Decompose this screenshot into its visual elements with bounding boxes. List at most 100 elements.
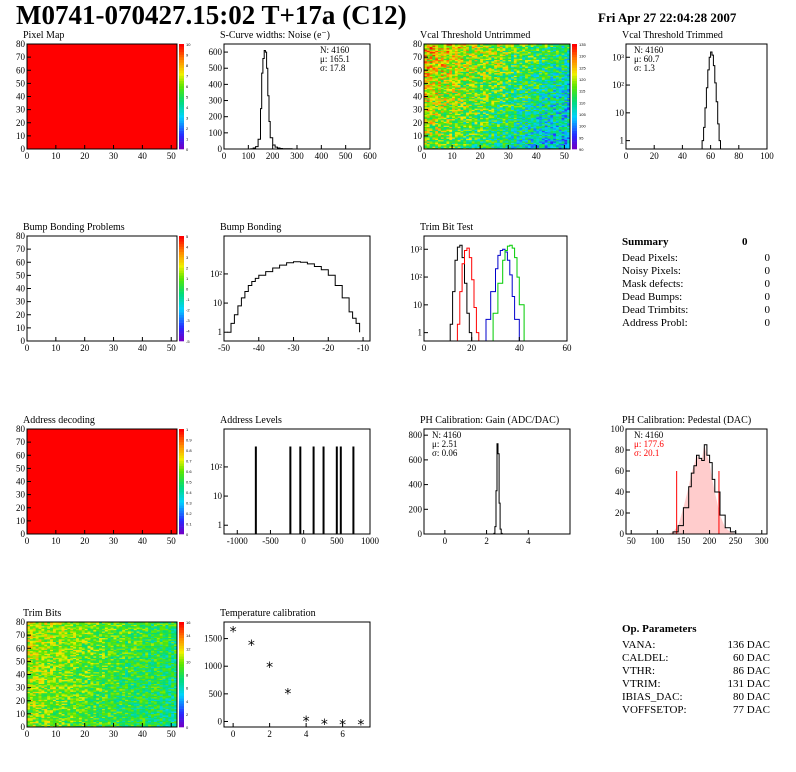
heatmap-cell: [32, 703, 36, 705]
heatmap-cell: [463, 104, 467, 106]
colorbar-tick-label: 90: [579, 147, 584, 152]
heatmap-cell: [471, 79, 475, 82]
heatmap-cell: [474, 147, 478, 150]
heatmap-cell: [463, 101, 467, 104]
heatmap-cell: [567, 99, 571, 101]
heatmap-cell: [485, 143, 489, 146]
heatmap-cell: [550, 62, 554, 64]
heatmap-cell: [544, 65, 548, 67]
heatmap-cell: [460, 108, 464, 110]
heatmap-cell: [497, 76, 501, 79]
heatmap-cell: [558, 114, 562, 117]
heatmap-cell: [502, 76, 506, 79]
heatmap-cell: [494, 101, 498, 104]
heatmap-cell: [522, 147, 526, 150]
heatmap-cell: [446, 118, 450, 121]
heatmap-cell: [29, 637, 34, 640]
heatmap-cell: [471, 124, 475, 126]
heatmap-cell: [516, 83, 520, 85]
heatmap-cell: [553, 135, 557, 138]
heatmap-cell: [544, 76, 548, 79]
x-tick-label: 30: [504, 151, 514, 161]
heatmap-cell: [494, 87, 498, 89]
heatmap-cell: [35, 658, 39, 661]
heatmap-cell: [567, 63, 571, 66]
heatmap-cell: [544, 58, 548, 61]
heatmap-cell: [474, 120, 478, 122]
heatmap-cell: [482, 96, 487, 99]
heatmap-cell: [544, 97, 548, 100]
heatmap-cell: [530, 95, 534, 97]
heatmap-cell: [558, 65, 562, 67]
heatmap-cell: [35, 724, 39, 726]
heatmap-cell: [460, 79, 464, 82]
heatmap-cell: [544, 51, 548, 54]
heatmap-cell: [432, 70, 436, 72]
heatmap-cell: [516, 58, 520, 61]
heatmap-cell: [553, 61, 557, 63]
heatmap-cell: [502, 113, 506, 116]
heatmap-cell: [449, 93, 453, 96]
heatmap-cell: [468, 141, 473, 143]
x-tick-label: 10: [51, 343, 61, 353]
heatmap-cell: [558, 55, 562, 58]
heatmap-cell: [460, 142, 464, 145]
colorbar-segment: [179, 251, 184, 255]
heatmap-cell: [550, 146, 554, 148]
heatmap-cell: [505, 87, 509, 89]
heatmap-cell: [426, 139, 430, 142]
heatmap-cell: [424, 59, 428, 62]
heatmap-cell: [499, 76, 503, 79]
heatmap-cell: [426, 67, 430, 70]
heatmap-cell: [432, 99, 436, 101]
heatmap-cell: [553, 142, 557, 145]
heatmap-cell: [491, 82, 495, 84]
heatmap-cell: [536, 55, 540, 58]
heatmap-cell: [513, 138, 517, 141]
heatmap-cell: [426, 112, 430, 114]
y-tick-label: 40: [16, 92, 26, 102]
heatmap-cell: [424, 100, 428, 103]
heatmap-cell: [513, 91, 517, 93]
heatmap-cell: [533, 99, 537, 101]
heatmap-cell: [561, 141, 565, 143]
heatmap-cell: [29, 643, 34, 645]
heatmap-cell: [424, 105, 428, 108]
heatmap-cell: [527, 92, 531, 95]
heatmap-cell: [454, 146, 458, 148]
heatmap-cell: [440, 51, 444, 54]
heatmap-cell: [547, 92, 551, 95]
colorbar-segment: [179, 51, 184, 55]
heatmap-cell: [497, 134, 501, 137]
heatmap-cell: [429, 88, 433, 91]
heatmap-cell: [530, 54, 534, 57]
heatmap-cell: [525, 79, 529, 82]
heatmap-cell: [522, 100, 526, 103]
heatmap-cell: [541, 67, 546, 70]
heatmap-cell: [527, 62, 531, 64]
heatmap-cell: [561, 137, 565, 139]
heatmap-cell: [558, 138, 562, 141]
heatmap-cell: [513, 146, 517, 148]
x-tick-label: 40: [138, 151, 148, 161]
heatmap-cell: [482, 108, 487, 110]
heatmap-cell: [522, 103, 526, 105]
heatmap-cell: [432, 116, 436, 118]
heatmap-cell: [457, 59, 461, 62]
heatmap-cell: [558, 131, 562, 134]
heatmap-cell: [32, 653, 36, 656]
heatmap-cell: [511, 46, 515, 49]
heatmap-cell: [553, 72, 557, 75]
heatmap-cell: [567, 54, 571, 57]
heatmap-cell: [519, 105, 523, 108]
heatmap-cell: [438, 46, 442, 49]
heatmap-cell: [468, 118, 473, 121]
heatmap-cell: [539, 46, 543, 49]
colorbar-segment: [572, 59, 577, 63]
colorbar-segment: [179, 96, 184, 100]
heatmap-cell: [544, 55, 548, 58]
heatmap-cell: [27, 661, 31, 663]
heatmap-cell: [536, 62, 540, 64]
heatmap-cell: [449, 125, 453, 127]
x-tick-label: 2: [484, 536, 489, 546]
